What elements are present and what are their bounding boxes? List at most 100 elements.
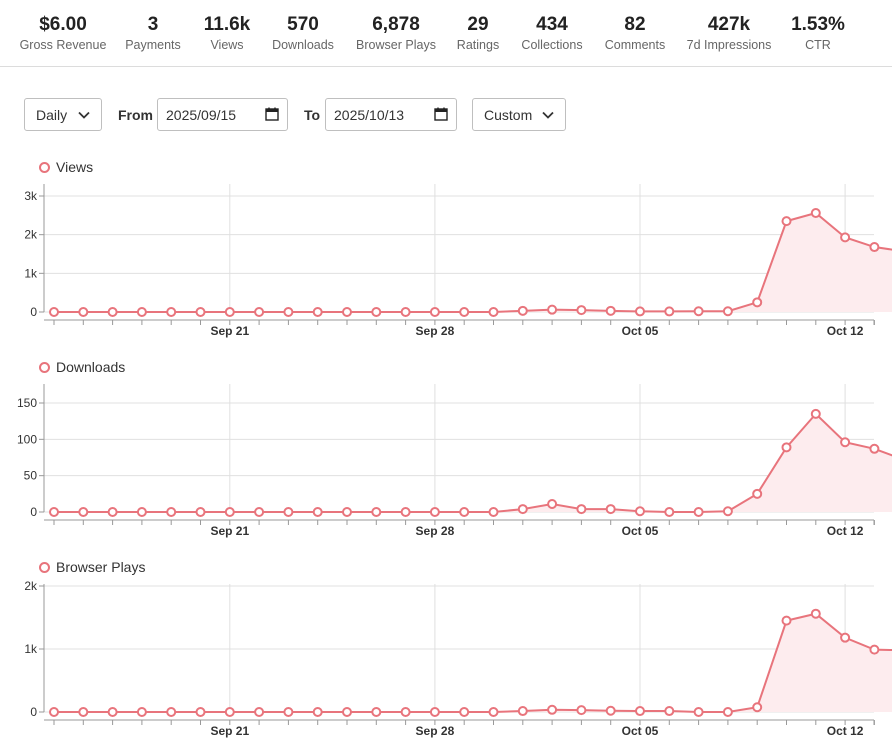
range-select[interactable]: Custom <box>472 98 566 131</box>
data-point <box>342 707 352 717</box>
chevron-down-icon <box>78 111 90 119</box>
y-tick-label: 150 <box>17 396 37 410</box>
data-point <box>371 307 382 317</box>
data-point <box>693 507 704 517</box>
chart-title-browser-plays: Browser Plays <box>39 559 145 575</box>
data-point <box>635 306 645 317</box>
data-point <box>517 706 528 717</box>
stat-payments: 3 Payments <box>125 14 181 54</box>
data-point <box>752 488 763 499</box>
data-point <box>400 307 411 317</box>
stat-value: 29 <box>467 14 489 35</box>
data-point <box>49 307 59 317</box>
data-point <box>693 707 704 717</box>
stat-ctr: 1.53% CTR <box>791 14 845 54</box>
data-point <box>371 707 382 717</box>
data-point <box>869 443 880 454</box>
data-point <box>78 507 89 517</box>
series-area <box>54 413 892 512</box>
data-point <box>283 707 294 717</box>
data-point <box>488 507 499 517</box>
y-tick-label: 2k <box>24 228 38 242</box>
data-point <box>429 707 440 717</box>
x-tick-label: Oct 05 <box>622 524 659 538</box>
data-point <box>840 437 851 448</box>
data-point <box>371 507 382 517</box>
x-tick-label: Sep 28 <box>416 324 455 338</box>
stats-bar: $6.00 Gross Revenue 3 Payments 11.6k Vie… <box>0 0 892 67</box>
x-tick-label: Oct 12 <box>827 524 864 538</box>
data-point <box>342 307 352 317</box>
data-point <box>166 507 177 517</box>
data-point <box>488 707 499 717</box>
chart-title-text: Browser Plays <box>56 559 146 575</box>
data-point <box>869 242 880 253</box>
data-point <box>136 707 147 717</box>
data-point <box>166 307 177 317</box>
stat-gross-revenue: $6.00 Gross Revenue <box>20 14 107 54</box>
data-point <box>254 707 265 717</box>
from-date-input[interactable]: 2025/09/15 <box>157 98 288 131</box>
series-area <box>54 613 892 712</box>
x-tick-label: Oct 05 <box>622 724 659 738</box>
calendar-icon[interactable] <box>434 107 448 121</box>
stat-ratings: 29 Ratings <box>457 14 499 54</box>
data-point <box>781 442 792 453</box>
stat-browser-plays: 6,878 Browser Plays <box>356 14 436 54</box>
stat-label: 7d Impressions <box>686 38 772 52</box>
data-point <box>224 307 235 317</box>
stat-label: Gross Revenue <box>19 38 107 52</box>
x-tick-label: Oct 12 <box>827 724 864 738</box>
data-point <box>78 307 89 317</box>
series-dot-icon <box>39 361 50 373</box>
chart-title-downloads: Downloads <box>39 359 125 375</box>
data-point <box>78 707 89 717</box>
x-tick-label: Oct 12 <box>827 324 864 338</box>
data-point <box>547 704 558 715</box>
y-tick-label: 0 <box>30 305 37 319</box>
y-tick-label: 0 <box>30 505 37 519</box>
stat-value: 427k <box>707 14 751 35</box>
x-tick-label: Oct 05 <box>622 324 659 338</box>
stat-value: 3 <box>147 14 159 35</box>
data-point <box>400 507 411 517</box>
y-tick-label: 50 <box>24 469 38 483</box>
data-point <box>547 499 558 510</box>
data-point <box>576 305 587 316</box>
data-point <box>195 507 206 517</box>
stat-label: CTR <box>805 38 831 52</box>
stat-label: Browser Plays <box>356 38 436 52</box>
y-tick-label: 3k <box>24 189 38 203</box>
calendar-icon[interactable] <box>265 107 279 121</box>
to-label: To <box>304 107 321 123</box>
data-point <box>605 504 616 515</box>
x-tick-label: Sep 21 <box>210 324 249 338</box>
data-point <box>664 507 675 517</box>
interval-select[interactable]: Daily <box>24 98 102 131</box>
data-point <box>576 705 587 716</box>
to-date-input[interactable]: 2025/10/13 <box>325 98 457 131</box>
data-point <box>224 507 235 517</box>
x-tick-label: Sep 28 <box>416 724 455 738</box>
data-point <box>429 307 440 317</box>
series-area <box>54 213 892 312</box>
data-point <box>517 305 528 316</box>
downloads-chart: 0 50 100 150 Sep 21 Sep 28 Oct 05 Oct 12 <box>17 384 892 538</box>
data-point <box>400 707 411 717</box>
data-point <box>517 504 528 515</box>
data-point <box>136 307 147 317</box>
series-dot-icon <box>39 561 50 573</box>
data-point <box>840 632 851 643</box>
data-point <box>283 307 294 317</box>
data-point <box>49 707 59 717</box>
interval-select-value: Daily <box>36 106 68 123</box>
filter-bar: Daily From 2025/09/15 To 2025/10/13 Cust… <box>0 98 892 133</box>
data-point <box>195 707 206 717</box>
data-point <box>429 507 440 517</box>
range-select-value: Custom <box>484 106 533 123</box>
from-label: From <box>118 107 153 123</box>
stat-label: Collections <box>521 38 583 52</box>
y-tick-label: 0 <box>30 705 37 719</box>
stat-value: 434 <box>536 14 568 35</box>
data-point <box>840 232 851 243</box>
